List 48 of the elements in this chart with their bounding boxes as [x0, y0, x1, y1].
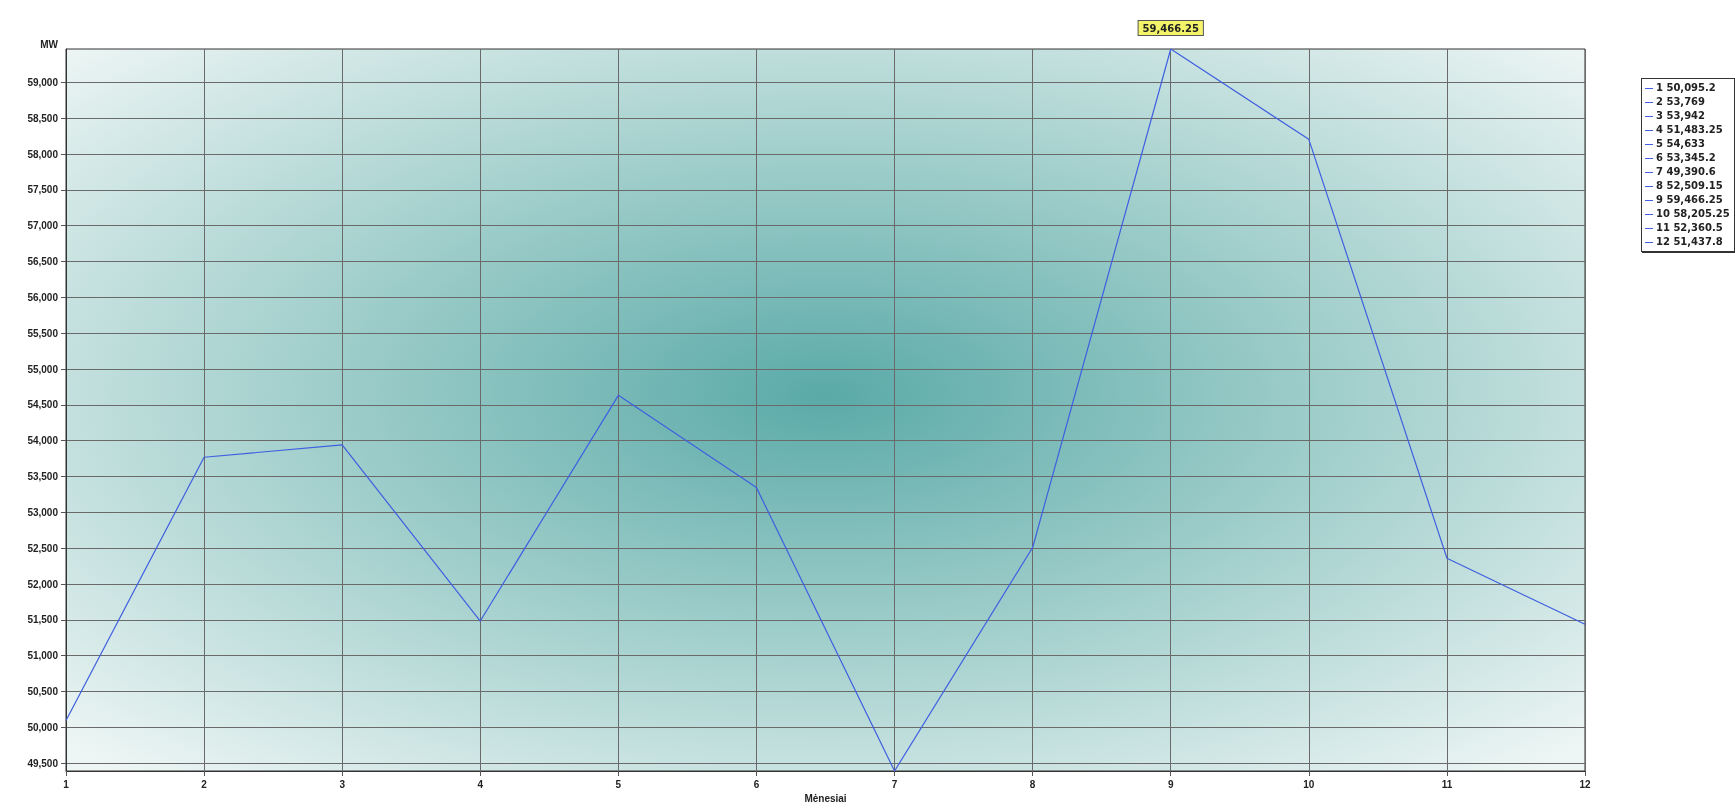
y-tick-label: 55,000	[27, 363, 59, 375]
y-tick-label: 52,000	[27, 578, 59, 590]
y-tick-label: 56,000	[27, 291, 59, 303]
y-tick-label: 54,000	[27, 435, 59, 447]
y-tick-label: 58,500	[27, 112, 59, 124]
y-tick-label: 53,000	[27, 506, 59, 518]
y-tick-label: 57,500	[27, 184, 59, 196]
text: 3 53,942	[1655, 109, 1707, 123]
y-tick-label: 50,000	[27, 721, 59, 733]
y-axis-title: MW	[40, 38, 59, 50]
x-tick-label: 1	[63, 778, 70, 790]
x-tick-label: 6	[753, 778, 760, 790]
x-tick-label: 4	[477, 778, 484, 790]
text: 10 58,205.25	[1655, 207, 1730, 221]
text: 9 59,466.25	[1655, 193, 1724, 207]
y-tick-label: 55,500	[27, 327, 59, 339]
text: 12 51,437.8	[1655, 235, 1724, 249]
text: 4 51,483.25	[1655, 123, 1724, 137]
y-tick-label: 49,500	[27, 757, 59, 769]
text: 7 49,390.6	[1655, 165, 1717, 179]
annotation: 59,466.25	[1142, 22, 1199, 34]
x-tick-label: 3	[339, 778, 346, 790]
y-tick-label: 50,500	[27, 686, 59, 697]
y-tick-label: 51,000	[27, 650, 59, 662]
x-tick-label: 8	[1029, 778, 1036, 790]
x-axis-title: Mėnesiai	[804, 793, 847, 805]
text: 11 52,360.5	[1655, 221, 1724, 235]
y-tick-label: 59,000	[27, 76, 59, 88]
x-tick-label: 12	[1579, 778, 1591, 790]
y-tick-label: 54,500	[27, 399, 59, 411]
x-tick-label: 5	[615, 778, 622, 790]
y-tick-label: 52,500	[27, 542, 59, 554]
x-tick-label: 10	[1303, 778, 1315, 790]
y-tick-label: 57,000	[27, 220, 59, 232]
line-series	[65, 48, 1586, 772]
y-tick-label: 56,500	[27, 256, 59, 268]
x-tick-label: 11	[1441, 778, 1453, 790]
x-tick-label: 9	[1167, 778, 1174, 790]
x-tick-label: 7	[891, 778, 898, 790]
y-tick-label: 51,500	[27, 614, 59, 626]
text: 1 50,095.2	[1655, 81, 1717, 95]
text: 6 53,345.2	[1655, 151, 1717, 165]
text: 2 53,769	[1655, 95, 1707, 109]
text: 5 54,633	[1655, 137, 1707, 151]
y-tick-label: 53,500	[27, 471, 59, 483]
text: 8 52,509.15	[1655, 179, 1724, 193]
y-tick-label: 58,000	[27, 148, 59, 160]
x-tick-label: 2	[201, 778, 208, 790]
